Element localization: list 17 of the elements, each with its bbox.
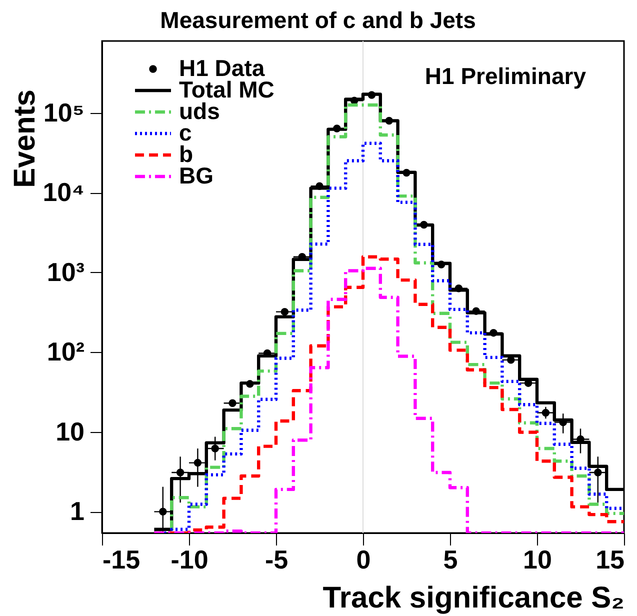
y-tick-label: 10⁴ bbox=[42, 177, 84, 208]
x-tick-label: 5 bbox=[443, 544, 458, 574]
y-axis-title: Events bbox=[8, 90, 42, 188]
chart-title: Measurement of c and b Jets bbox=[160, 7, 476, 33]
x-tick-label: -15 bbox=[102, 544, 140, 574]
x-tick-label: 15 bbox=[596, 544, 624, 574]
x-axis-title: Track significance S₂ bbox=[322, 582, 624, 614]
x-tick-label: -10 bbox=[170, 544, 208, 574]
y-tick-label: 10⁵ bbox=[43, 98, 84, 128]
x-tick-label: -5 bbox=[264, 544, 288, 574]
y-tick-label: 10² bbox=[46, 336, 85, 367]
y-tick-label: 1 bbox=[70, 496, 84, 526]
y-tick-label: 10³ bbox=[46, 256, 85, 287]
y-tick-label: 10 bbox=[56, 416, 84, 446]
x-tick-label: 0 bbox=[356, 544, 371, 574]
annotation: H1 Preliminary bbox=[424, 63, 586, 89]
x-tick-label: 10 bbox=[523, 544, 552, 574]
